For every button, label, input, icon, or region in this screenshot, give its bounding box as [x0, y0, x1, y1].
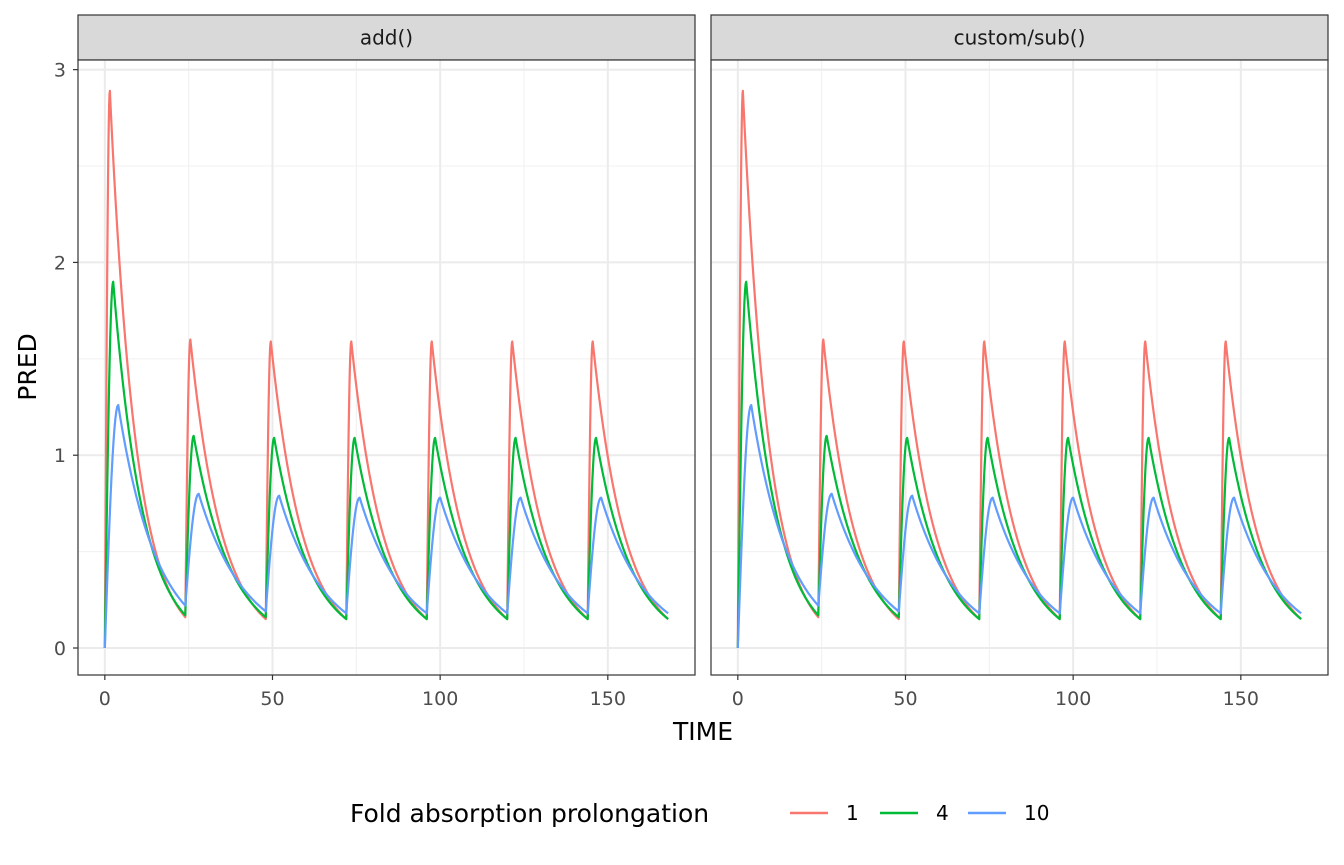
- y-axis-title: PRED: [13, 333, 42, 401]
- facet-strip-label: add(): [360, 26, 413, 50]
- x-tick-label: 100: [1055, 688, 1091, 710]
- panel-border: [710, 59, 1329, 676]
- panel-border: [77, 59, 696, 676]
- series-line-10: [103, 403, 669, 649]
- y-tick-label: 3: [54, 60, 66, 82]
- y-tick-label: 2: [54, 252, 66, 274]
- plot-background: [711, 60, 1328, 675]
- series-line-10: [736, 403, 1302, 649]
- series-line-1: [103, 89, 669, 649]
- y-tick-label: 0: [54, 638, 66, 660]
- x-tick-label: 50: [260, 688, 284, 710]
- facet-strip-label: custom/sub(): [954, 26, 1086, 50]
- legend: Fold absorption prolongation 1 4 10: [350, 799, 1049, 828]
- legend-label-4: 4: [936, 801, 949, 825]
- facet-strip: [77, 14, 696, 61]
- x-tick-label: 150: [1223, 688, 1259, 710]
- y-tick-label: 1: [54, 445, 66, 467]
- facet-panel-1: add() 0 50 100 150: [77, 14, 696, 710]
- x-axis-title: TIME: [672, 717, 733, 746]
- x-tick-label: 0: [732, 688, 744, 710]
- facet-panel-2: custom/sub() 0 50 100 150: [710, 14, 1329, 710]
- facet-panels: add() 0 50 100 150 custom/sub() 0 50 100 150: [77, 14, 1329, 710]
- series-line-4: [103, 280, 669, 649]
- x-tick-label: 0: [99, 688, 111, 710]
- legend-title: Fold absorption prolongation: [350, 799, 709, 828]
- x-tick-label: 50: [893, 688, 917, 710]
- plot-background: [78, 60, 695, 675]
- x-tick-label: 150: [590, 688, 626, 710]
- y-axis: 0 1 2 3: [54, 60, 78, 660]
- series-line-1: [736, 89, 1302, 649]
- series-line-4: [736, 280, 1302, 649]
- x-tick-label: 100: [422, 688, 458, 710]
- legend-label-1: 1: [846, 801, 859, 825]
- legend-label-10: 10: [1024, 801, 1049, 825]
- facet-strip: [710, 14, 1329, 61]
